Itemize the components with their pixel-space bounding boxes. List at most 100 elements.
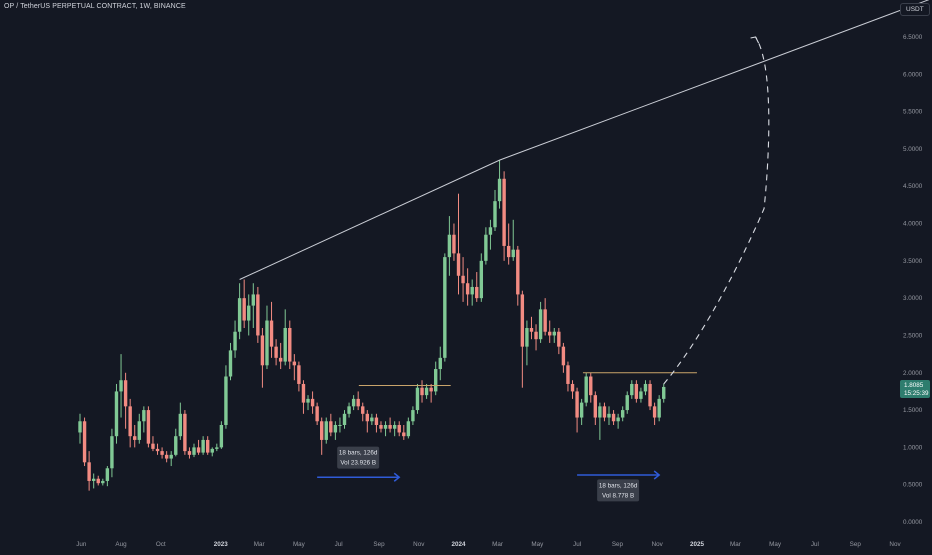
candle — [356, 391, 360, 411]
candle — [233, 320, 237, 358]
candle — [620, 406, 625, 422]
candle-body — [169, 454, 173, 459]
candle — [502, 171, 506, 261]
candle-body — [201, 439, 205, 453]
candle — [575, 387, 579, 433]
candle-body — [630, 383, 634, 396]
candle-body — [520, 294, 525, 347]
measure-arrowhead — [393, 472, 401, 482]
candle — [452, 223, 456, 261]
candle — [288, 320, 292, 370]
candle — [634, 380, 639, 403]
candle-body — [146, 410, 151, 444]
candle-body — [397, 425, 401, 433]
candle-body — [479, 260, 484, 299]
trendline — [239, 0, 930, 280]
candle — [338, 417, 342, 433]
candle-body — [292, 361, 297, 366]
time-tick-label: 2023 — [214, 541, 229, 548]
candle-body — [137, 421, 141, 440]
price-axis[interactable]: 0.0000 0.5000 1.0000 1.5000 2.0000 2.5000 3.00… — [903, 34, 923, 526]
candle-body — [342, 413, 347, 425]
candle-body — [219, 425, 224, 448]
candle-body — [534, 331, 538, 340]
candle-body — [247, 305, 251, 321]
candle-body — [205, 439, 210, 453]
candle — [652, 402, 657, 425]
candle-body — [493, 201, 497, 228]
candle-body — [406, 421, 411, 437]
candle-body — [566, 365, 570, 384]
price-tick-label: 6.0000 — [903, 71, 923, 78]
time-tick-label: Jul — [335, 541, 343, 548]
candle-body — [634, 383, 639, 399]
candle — [566, 361, 570, 392]
candle-body — [183, 413, 187, 452]
candle — [479, 253, 484, 302]
price-tick-label: 0.5000 — [903, 482, 923, 489]
candle — [160, 447, 164, 459]
candle — [205, 436, 210, 455]
candle-body — [607, 413, 611, 418]
candle — [297, 361, 301, 392]
candle-body — [283, 328, 287, 362]
candle-body — [151, 443, 155, 449]
candle-body — [434, 369, 438, 392]
candle-body — [429, 387, 433, 392]
candle-body — [174, 436, 178, 455]
candle — [543, 298, 547, 336]
time-tick-label: Mar — [254, 541, 265, 548]
candle — [91, 473, 96, 489]
candle — [146, 406, 151, 448]
candle-body — [488, 227, 493, 235]
time-tick-label: 2025 — [690, 541, 705, 548]
time-tick-label: May — [293, 541, 306, 548]
price-tick-label: 2.5000 — [903, 332, 923, 339]
price-tick-label: 4.0000 — [903, 221, 923, 228]
price-tick-label: 5.5000 — [903, 109, 923, 116]
price-tick-label: 1.5000 — [903, 407, 923, 414]
candle — [201, 436, 205, 455]
candle-body — [643, 383, 648, 392]
candle — [306, 395, 310, 411]
candle-body — [392, 425, 397, 429]
candle — [424, 383, 429, 399]
candle — [579, 398, 584, 425]
price-tick-label: 3.0000 — [903, 295, 923, 302]
candle — [187, 447, 192, 459]
candle — [662, 383, 666, 403]
candle-body — [639, 391, 643, 399]
candle-body — [383, 425, 388, 429]
currency-button[interactable]: USDT — [900, 3, 930, 16]
candle — [529, 316, 534, 340]
candle-body — [625, 395, 629, 411]
candle-body — [620, 410, 625, 418]
price-tick-label: 5.0000 — [903, 146, 923, 153]
candle — [274, 339, 278, 366]
candle-body — [402, 432, 406, 437]
candle-body — [101, 480, 105, 484]
candle — [178, 402, 183, 440]
time-axis[interactable]: Jun Aug Oct 2023 Mar May Jul Sep Nov 2024 Mar May Ju… — [76, 541, 901, 548]
candle — [78, 413, 82, 444]
candle — [561, 342, 566, 373]
symbol-title[interactable]: OP / TetherUS PERPETUAL CONTRACT, 1W, BI… — [4, 3, 186, 10]
candle-body — [616, 417, 620, 422]
last-price-value: 1.8085 — [904, 382, 924, 389]
candle — [397, 421, 401, 437]
candle-body — [324, 421, 328, 440]
candle — [525, 320, 529, 366]
measure-annotation: 18 bars, 126d Vol 23.926 B — [317, 446, 401, 482]
candle — [648, 380, 652, 411]
candles-group — [78, 160, 666, 491]
candle-body — [370, 417, 374, 422]
candle — [506, 223, 511, 265]
candle — [319, 417, 324, 455]
candle — [538, 301, 543, 343]
candle-body — [365, 413, 370, 422]
candle-body — [215, 447, 219, 449]
time-tick-label: Aug — [115, 541, 127, 548]
candle-body — [96, 478, 100, 484]
